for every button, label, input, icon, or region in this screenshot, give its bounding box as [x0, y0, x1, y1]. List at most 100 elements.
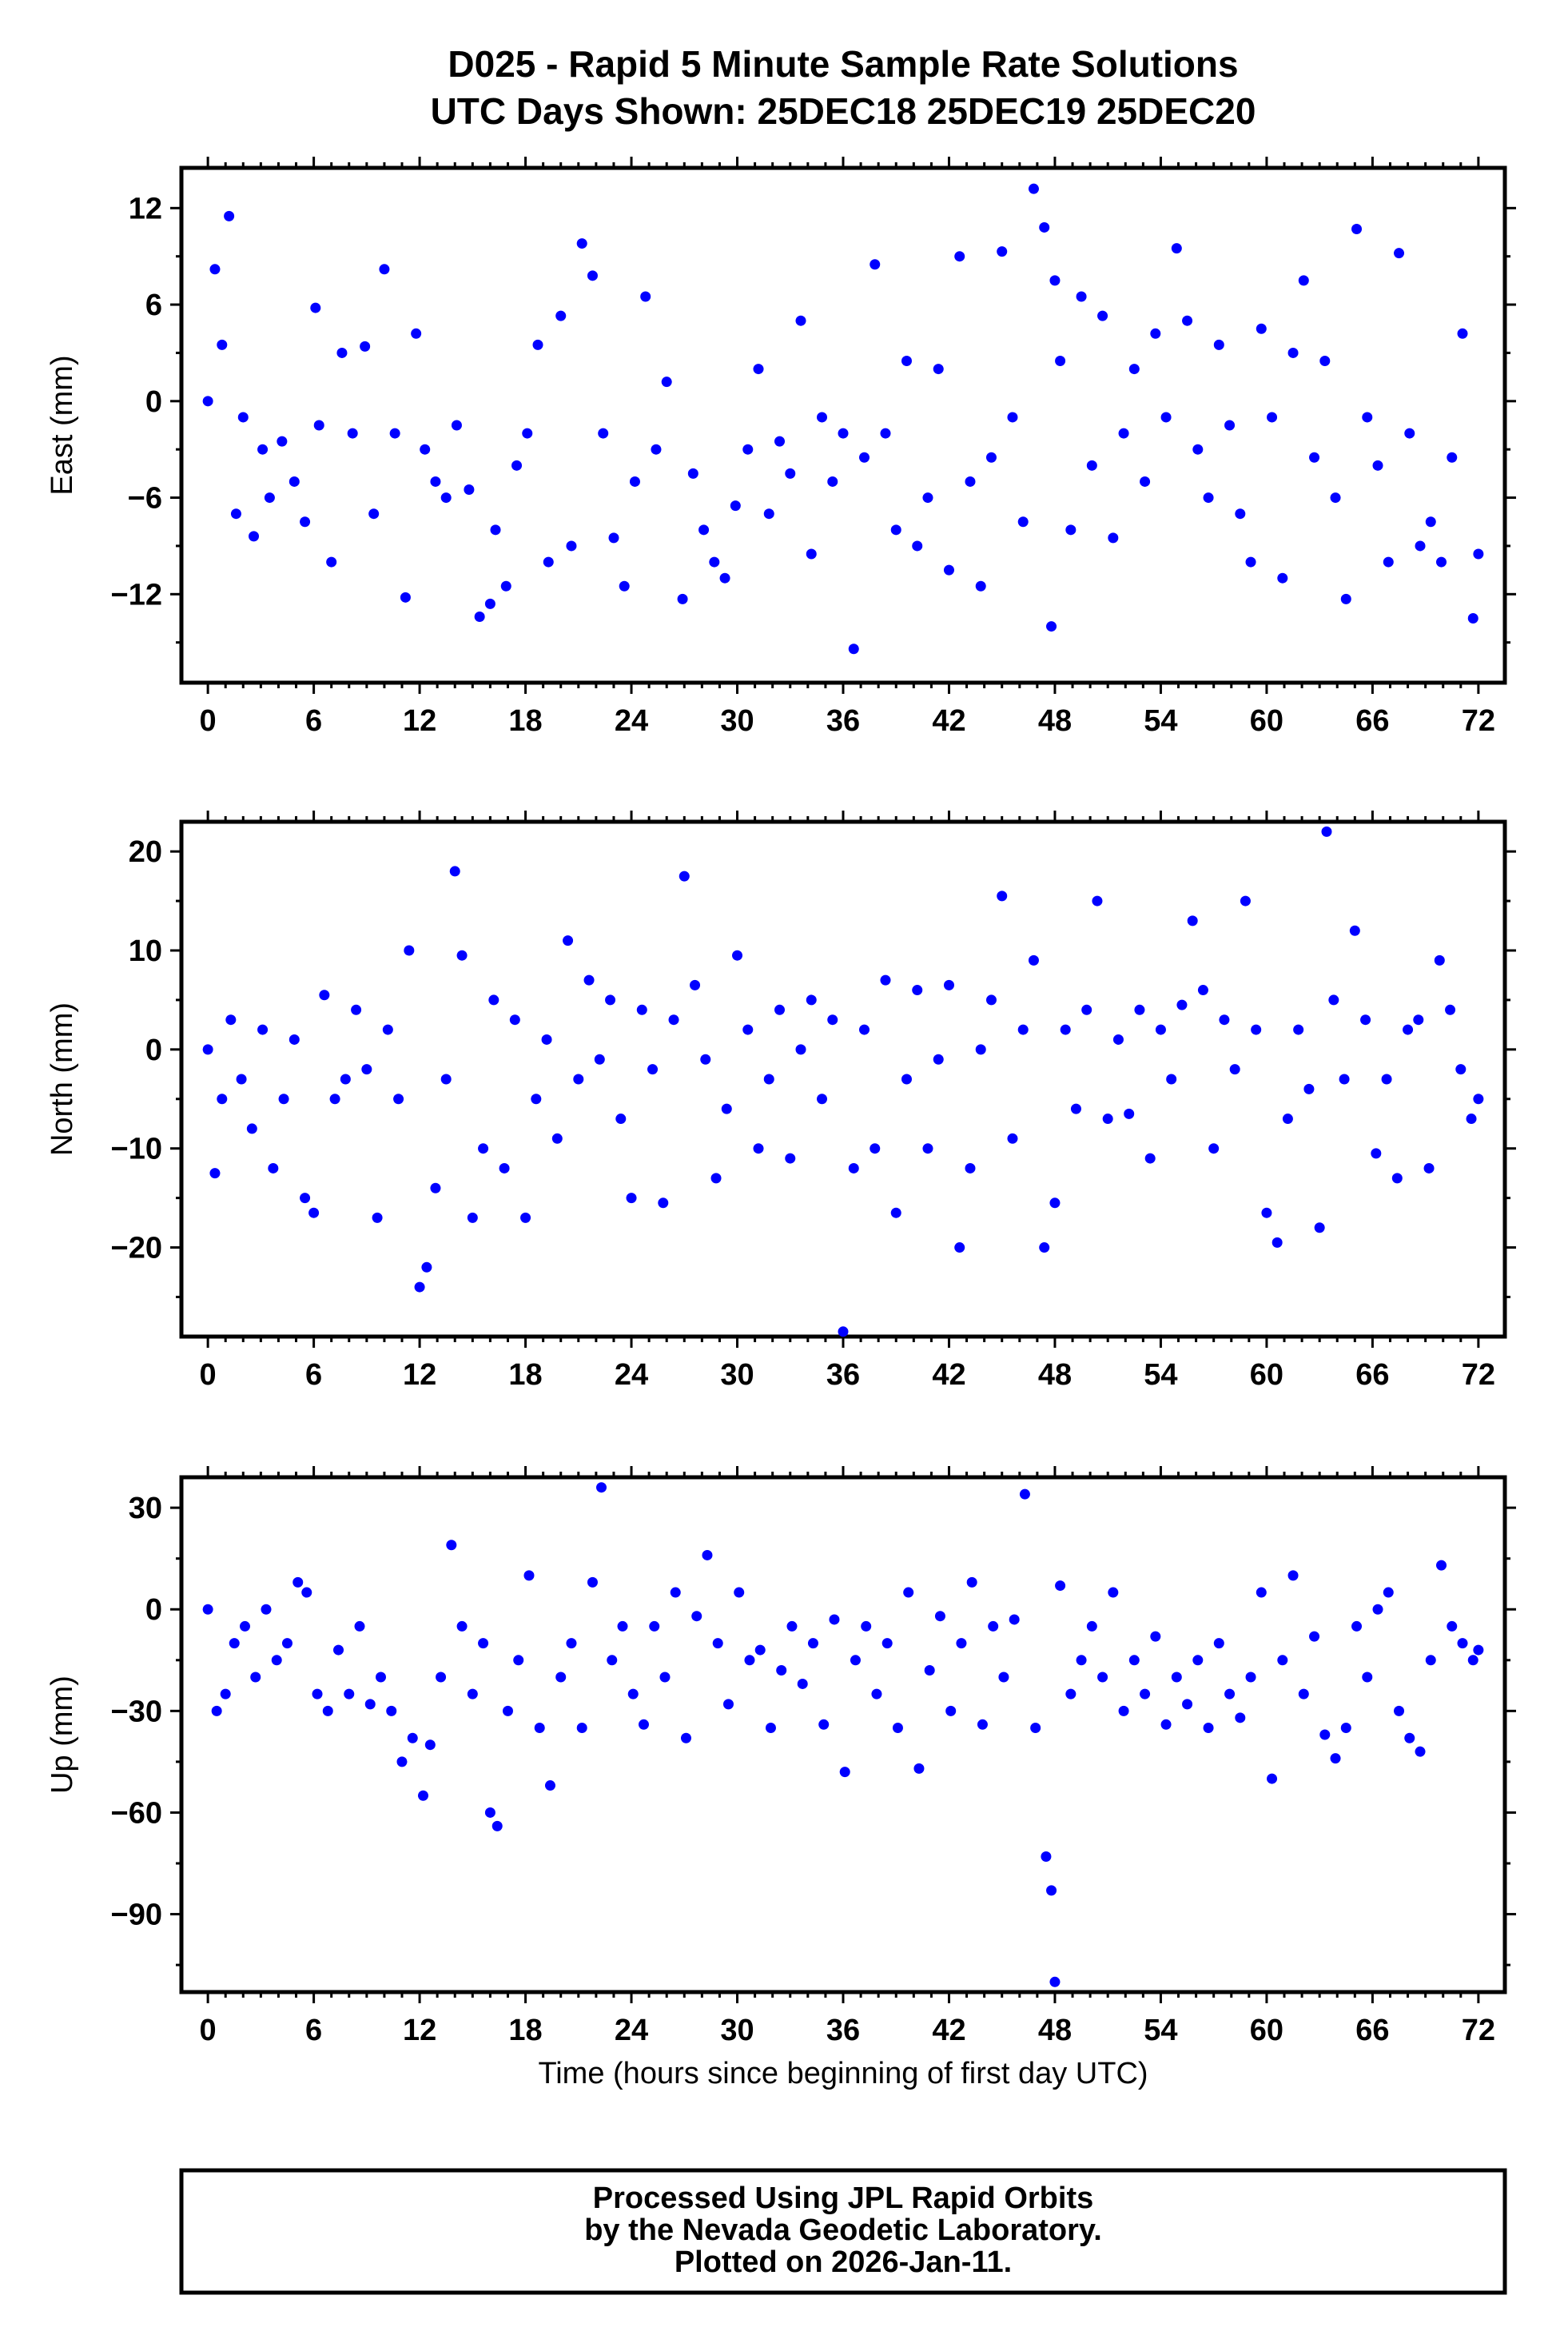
- east-data-point: [1473, 548, 1484, 560]
- north-data-point: [1349, 925, 1360, 936]
- north-data-point: [1282, 1114, 1293, 1125]
- north-data-point: [414, 1281, 425, 1293]
- chart-subtitle: UTC Days Shown: 25DEC18 25DEC19 25DEC20: [431, 90, 1256, 132]
- east-data-point: [922, 492, 933, 504]
- north-data-point: [880, 974, 891, 986]
- north-data-point: [763, 1074, 774, 1085]
- east-data-point: [1224, 420, 1236, 431]
- east-data-point: [511, 460, 523, 471]
- east-data-point: [629, 476, 640, 487]
- up-data-point: [587, 1576, 598, 1588]
- north-data-point: [1413, 1014, 1424, 1026]
- north-x-tick-label: 36: [826, 1358, 860, 1392]
- east-data-point: [1203, 492, 1214, 504]
- north-data-point: [1081, 1004, 1092, 1015]
- up-data-point: [1298, 1688, 1309, 1699]
- east-data-point: [1192, 444, 1204, 455]
- north-data-point: [848, 1162, 859, 1173]
- east-plot-frame: [179, 165, 1507, 685]
- east-data-point: [1007, 412, 1018, 423]
- north-data-point: [690, 979, 701, 990]
- up-data-point: [467, 1688, 478, 1699]
- north-x-tick-label: 6: [305, 1358, 322, 1392]
- up-data-point: [934, 1611, 945, 1622]
- north-y-tick-label: −20: [111, 1232, 162, 1265]
- chart-title: D025 - Rapid 5 Minute Sample Rate Soluti…: [448, 43, 1238, 85]
- up-data-point: [1160, 1719, 1172, 1730]
- north-data-point: [1070, 1103, 1081, 1114]
- east-data-point: [1340, 593, 1351, 604]
- up-data-point: [544, 1780, 555, 1791]
- east-data-point: [1330, 492, 1341, 504]
- up-data-point: [712, 1638, 723, 1649]
- east-x-tick-label: 72: [1462, 704, 1495, 738]
- east-data-point: [400, 592, 411, 603]
- north-data-point: [827, 1014, 838, 1026]
- north-data-point: [499, 1162, 510, 1173]
- east-data-point: [430, 476, 441, 487]
- up-data-point: [386, 1705, 397, 1716]
- east-x-tick-label: 36: [826, 704, 860, 738]
- up-data-point: [998, 1672, 1009, 1683]
- east-data-point: [1447, 452, 1458, 463]
- north-data-point: [308, 1207, 320, 1218]
- north-data-point: [933, 1054, 944, 1065]
- east-data-point: [661, 377, 672, 388]
- north-data-point: [1445, 1004, 1456, 1015]
- north-data-point: [329, 1094, 340, 1105]
- north-data-point: [1155, 1024, 1166, 1035]
- east-data-point: [249, 531, 260, 542]
- north-y-tick-label: 0: [145, 1034, 162, 1067]
- up-data-point: [1049, 1976, 1061, 1987]
- north-x-tick-label: 48: [1038, 1358, 1072, 1392]
- east-data-point: [1128, 364, 1140, 375]
- up-data-point: [1457, 1638, 1468, 1649]
- north-data-point: [404, 945, 415, 956]
- east-y-tick-label: 6: [145, 289, 162, 322]
- up-y-tick-label: 30: [129, 1492, 162, 1525]
- up-data-point: [261, 1604, 272, 1615]
- up-data-point: [239, 1620, 250, 1632]
- east-data-point: [237, 412, 249, 423]
- north-data-point: [1303, 1083, 1315, 1094]
- up-data-point: [702, 1549, 713, 1560]
- north-data-point: [351, 1004, 362, 1015]
- north-data-point: [1371, 1148, 1382, 1159]
- up-data-point: [744, 1655, 755, 1666]
- up-data-point: [1041, 1851, 1052, 1863]
- north-data-point: [1039, 1242, 1050, 1253]
- up-data-point: [333, 1644, 344, 1656]
- north-plot-frame: [179, 819, 1507, 1339]
- east-data-point: [730, 500, 741, 512]
- north-data-point: [1251, 1024, 1262, 1035]
- east-data-point: [651, 444, 662, 455]
- up-data-point: [882, 1638, 893, 1649]
- east-data-point: [209, 264, 221, 275]
- north-data-point: [300, 1193, 311, 1204]
- north-data-point: [1293, 1024, 1304, 1035]
- east-y-tick-label: −12: [111, 578, 162, 612]
- east-data-point: [1436, 556, 1447, 568]
- east-data-point: [870, 259, 881, 270]
- up-data-point: [1404, 1732, 1415, 1743]
- north-data-point: [209, 1168, 221, 1179]
- east-data-point: [587, 270, 598, 281]
- north-data-point: [1187, 915, 1198, 926]
- north-data-point: [430, 1182, 441, 1193]
- up-data-point: [211, 1705, 222, 1716]
- north-data-point: [997, 891, 1008, 902]
- north-data-point: [1007, 1133, 1018, 1144]
- up-data-point: [436, 1672, 447, 1683]
- north-data-point: [520, 1212, 531, 1223]
- east-data-point: [1394, 248, 1405, 259]
- east-data-point: [217, 339, 228, 350]
- north-data-point: [372, 1212, 383, 1223]
- east-x-tick-label: 66: [1355, 704, 1389, 738]
- up-data-point: [1128, 1655, 1140, 1666]
- up-data-point: [913, 1763, 925, 1774]
- east-data-point: [954, 251, 965, 262]
- north-data-point: [1208, 1143, 1220, 1154]
- east-data-point: [230, 508, 241, 520]
- up-data-point: [1203, 1723, 1214, 1734]
- north-data-point: [785, 1153, 796, 1164]
